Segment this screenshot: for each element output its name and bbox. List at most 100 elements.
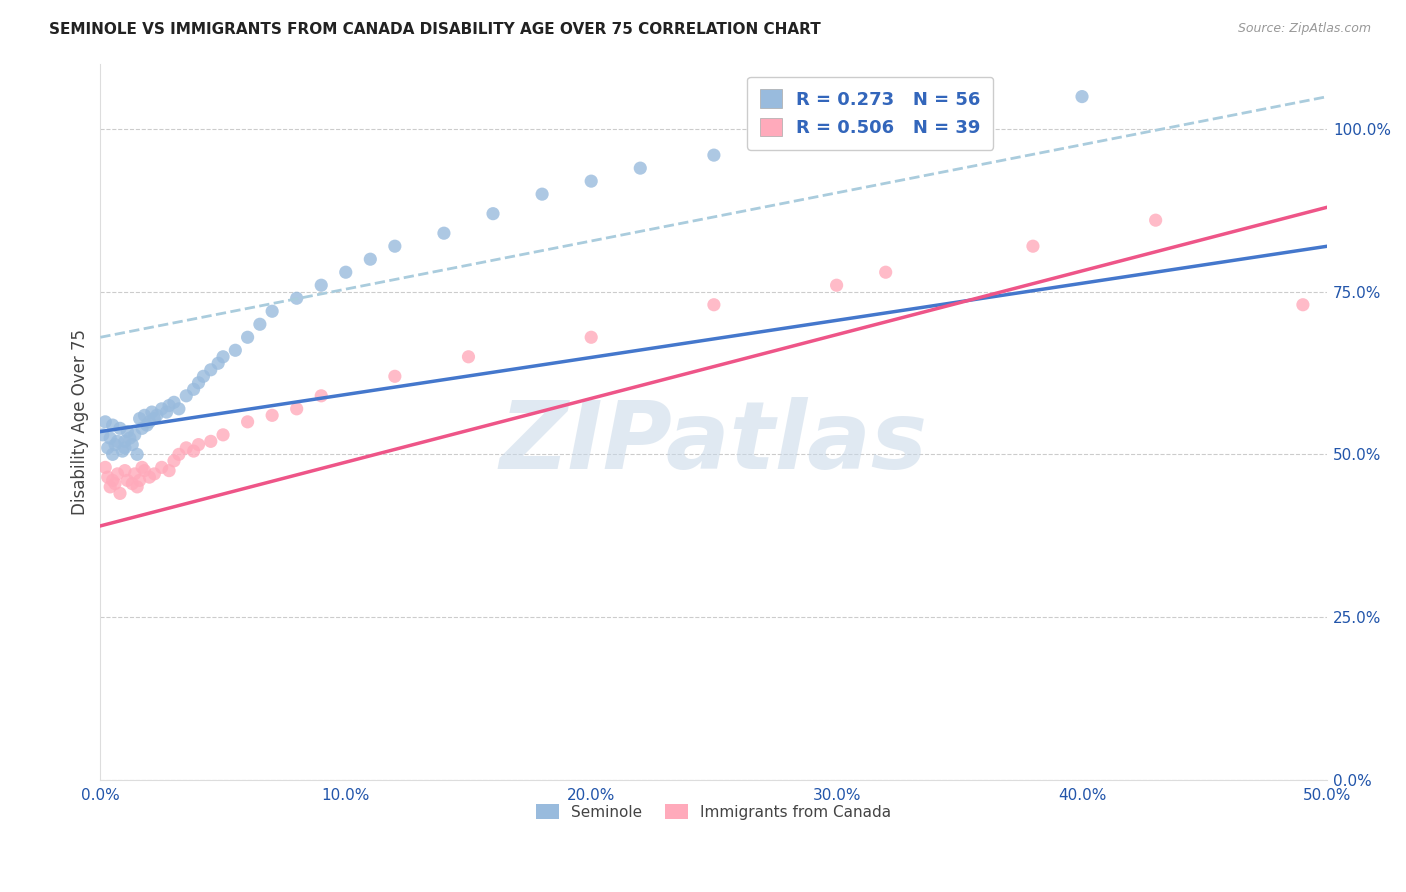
Point [127, 447, 149, 461]
Point [111, 444, 134, 458]
Point [249, 318, 271, 332]
Point [579, 330, 602, 344]
Point [207, 356, 229, 370]
Point [101, 447, 124, 461]
Point [156, 405, 179, 419]
Point [108, 421, 131, 435]
Legend: Seminole, Immigrants from Canada: Seminole, Immigrants from Canada [530, 797, 898, 826]
Point [157, 464, 180, 478]
Point [236, 330, 259, 344]
Point [193, 369, 215, 384]
Point [150, 401, 173, 416]
Point [94, 415, 117, 429]
Point [98, 480, 121, 494]
Point [285, 291, 308, 305]
Y-axis label: Disability Age Over 75: Disability Age Over 75 [72, 329, 89, 515]
Point [384, 239, 406, 253]
Point [174, 389, 197, 403]
Point [579, 174, 602, 188]
Point [262, 304, 284, 318]
Point [482, 207, 505, 221]
Text: Source: ZipAtlas.com: Source: ZipAtlas.com [1237, 22, 1371, 36]
Point [136, 418, 159, 433]
Point [212, 350, 235, 364]
Point [138, 470, 160, 484]
Point [457, 350, 479, 364]
Point [948, 109, 970, 123]
Point [157, 399, 180, 413]
Point [163, 454, 186, 468]
Point [104, 437, 127, 451]
Point [703, 298, 725, 312]
Point [131, 421, 153, 435]
Point [776, 135, 799, 149]
Point [128, 411, 150, 425]
Point [309, 389, 332, 403]
Point [1071, 89, 1094, 103]
Point [163, 395, 186, 409]
Point [104, 476, 127, 491]
Point [143, 467, 166, 481]
Point [97, 441, 120, 455]
Point [236, 415, 259, 429]
Point [134, 464, 156, 478]
Point [114, 464, 136, 478]
Point [1292, 298, 1315, 312]
Point [1022, 239, 1045, 253]
Point [98, 431, 121, 445]
Point [118, 431, 141, 445]
Point [97, 470, 120, 484]
Point [224, 343, 246, 358]
Point [433, 226, 456, 240]
Point [703, 148, 725, 162]
Point [1144, 213, 1167, 227]
Point [875, 265, 897, 279]
Point [187, 437, 209, 451]
Point [101, 418, 124, 433]
Text: ZIPatlas: ZIPatlas [501, 397, 928, 490]
Point [108, 486, 131, 500]
Point [183, 444, 205, 458]
Point [531, 187, 554, 202]
Point [212, 427, 235, 442]
Point [121, 437, 143, 451]
Point [183, 382, 205, 396]
Point [146, 409, 169, 423]
Point [127, 480, 149, 494]
Text: SEMINOLE VS IMMIGRANTS FROM CANADA DISABILITY AGE OVER 75 CORRELATION CHART: SEMINOLE VS IMMIGRANTS FROM CANADA DISAB… [49, 22, 821, 37]
Point [128, 474, 150, 488]
Point [114, 441, 136, 455]
Point [285, 401, 308, 416]
Point [143, 411, 166, 425]
Point [117, 474, 139, 488]
Point [114, 434, 136, 449]
Point [94, 460, 117, 475]
Point [167, 447, 190, 461]
Point [107, 434, 129, 449]
Point [150, 460, 173, 475]
Point [384, 369, 406, 384]
Point [359, 252, 381, 267]
Point [124, 427, 146, 442]
Point [174, 441, 197, 455]
Point [167, 401, 190, 416]
Point [131, 460, 153, 475]
Point [309, 278, 332, 293]
Point [849, 122, 872, 136]
Point [187, 376, 209, 390]
Point [200, 363, 222, 377]
Point [262, 409, 284, 423]
Point [628, 161, 651, 175]
Point [117, 425, 139, 439]
Point [141, 405, 163, 419]
Point [124, 467, 146, 481]
Point [825, 278, 848, 293]
Point [335, 265, 357, 279]
Point [134, 409, 156, 423]
Point [91, 427, 114, 442]
Point [138, 415, 160, 429]
Point [200, 434, 222, 449]
Point [101, 474, 124, 488]
Point [121, 476, 143, 491]
Point [107, 467, 129, 481]
